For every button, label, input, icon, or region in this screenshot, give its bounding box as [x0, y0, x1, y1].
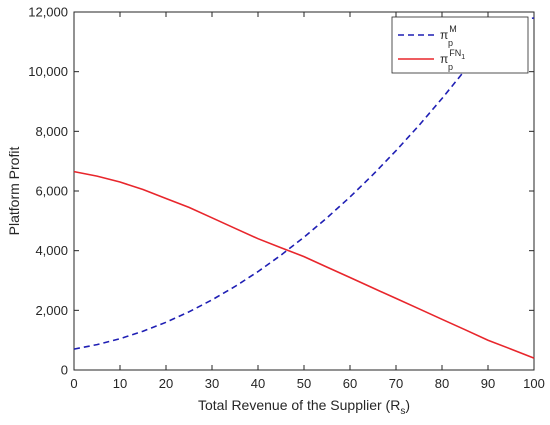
- y-tick-label: 4,000: [35, 243, 68, 258]
- series-layer: [73, 17, 535, 359]
- x-axis-label: Total Revenue of the Supplier (Rs): [198, 397, 410, 417]
- y-tick-label: 10,000: [28, 64, 68, 79]
- x-axis: 0 10 20 30 40 50 60 70 80 90 100: [70, 12, 545, 391]
- x-tick-label: 70: [389, 376, 403, 391]
- x-tick-label: 90: [481, 376, 495, 391]
- series-line-2: [73, 170, 535, 359]
- x-tick-label: 30: [205, 376, 219, 391]
- y-tick-label: 6,000: [35, 184, 68, 199]
- x-tick-label: 80: [435, 376, 449, 391]
- legend-label-2: πFN1 p: [440, 48, 465, 72]
- x-tick-label: 0: [70, 376, 77, 391]
- x-tick-label: 20: [159, 376, 173, 391]
- x-tick-label: 40: [251, 376, 265, 391]
- x-tick-label: 100: [523, 376, 545, 391]
- x-tick-label: 10: [113, 376, 127, 391]
- y-axis-label: Platform Profit: [6, 147, 22, 236]
- x-tick-label: 60: [343, 376, 357, 391]
- legend-label-1: πM p: [440, 24, 457, 48]
- y-axis: 0 2,000 4,000 6,000 8,000 10,000 12,000: [28, 5, 534, 378]
- y-tick-label: 0: [61, 363, 68, 378]
- x-tick-label: 50: [297, 376, 311, 391]
- y-tick-label: 12,000: [28, 5, 68, 20]
- y-tick-label: 8,000: [35, 124, 68, 139]
- legend-box: [391, 16, 529, 74]
- y-tick-label: 2,000: [35, 303, 68, 318]
